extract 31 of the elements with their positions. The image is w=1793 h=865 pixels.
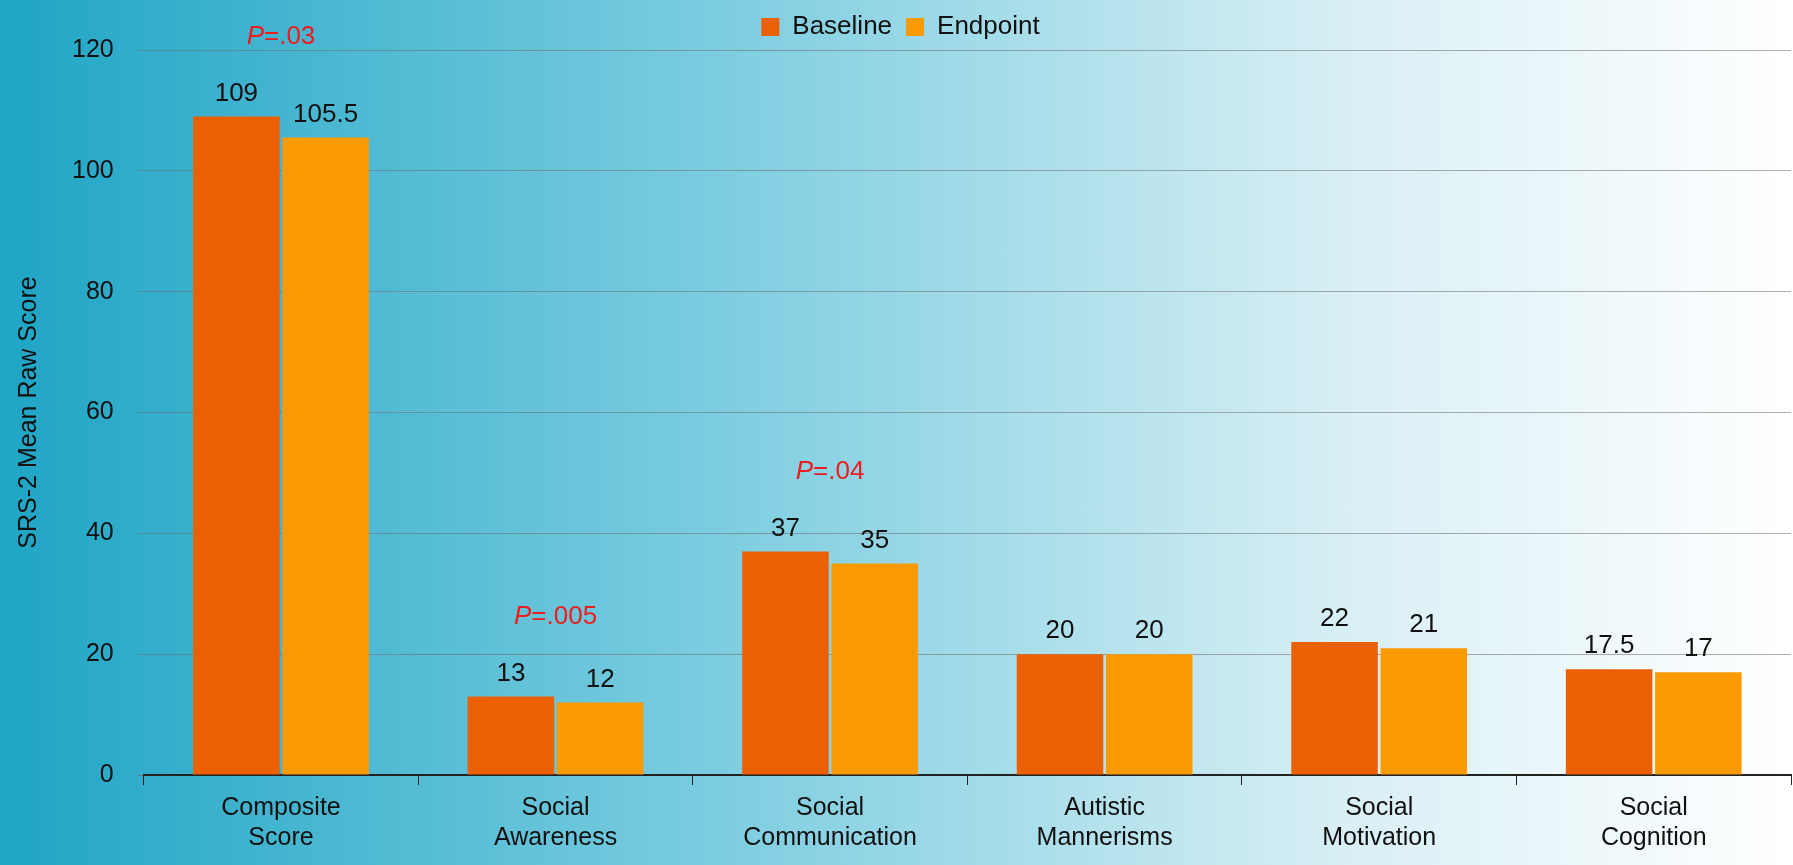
y-tick-label: 120 (71, 33, 114, 62)
x-tick-label: Social Communication (743, 791, 917, 850)
legend-label: Endpoint (937, 10, 1041, 41)
y-tick-label: 0 (99, 758, 114, 787)
y-tick-label: 40 (85, 517, 114, 546)
x-tick-label: Composite Score (221, 791, 341, 850)
y-tick-label: 80 (85, 275, 114, 304)
data-label: 17.5 (1583, 629, 1635, 660)
text: P=.03 (246, 19, 316, 50)
data-label: 21 (1409, 608, 1439, 639)
data-label: 20 (1134, 614, 1164, 645)
x-tick-label: Social Motivation (1322, 791, 1437, 850)
data-label: 35 (860, 523, 890, 554)
data-label: 12 (585, 662, 615, 693)
y-tick-label: 20 (85, 638, 114, 667)
data-label: 13 (496, 656, 526, 687)
x-tick-label: Social Awareness (493, 791, 618, 850)
annotation: P=.04 (795, 454, 865, 485)
data-label: 22 (1320, 602, 1350, 633)
data-label: 20 (1045, 614, 1075, 645)
annotation: P=.005 (513, 599, 598, 630)
y-tick-label: 100 (71, 154, 114, 183)
x-tick-label: Social Cognition (1600, 791, 1707, 850)
data-label: 37 (771, 511, 800, 542)
y-tick-label: 60 (85, 396, 114, 425)
legend-label: Baseline (792, 10, 893, 41)
data-label: 17 (1683, 632, 1713, 663)
data-label: 109 (214, 76, 259, 107)
y-axis-title: SRS-2 Mean Raw Score (12, 276, 41, 549)
x-tick-label: Autistic Mannerisms (1036, 791, 1173, 850)
data-label: 105.5 (293, 97, 359, 128)
